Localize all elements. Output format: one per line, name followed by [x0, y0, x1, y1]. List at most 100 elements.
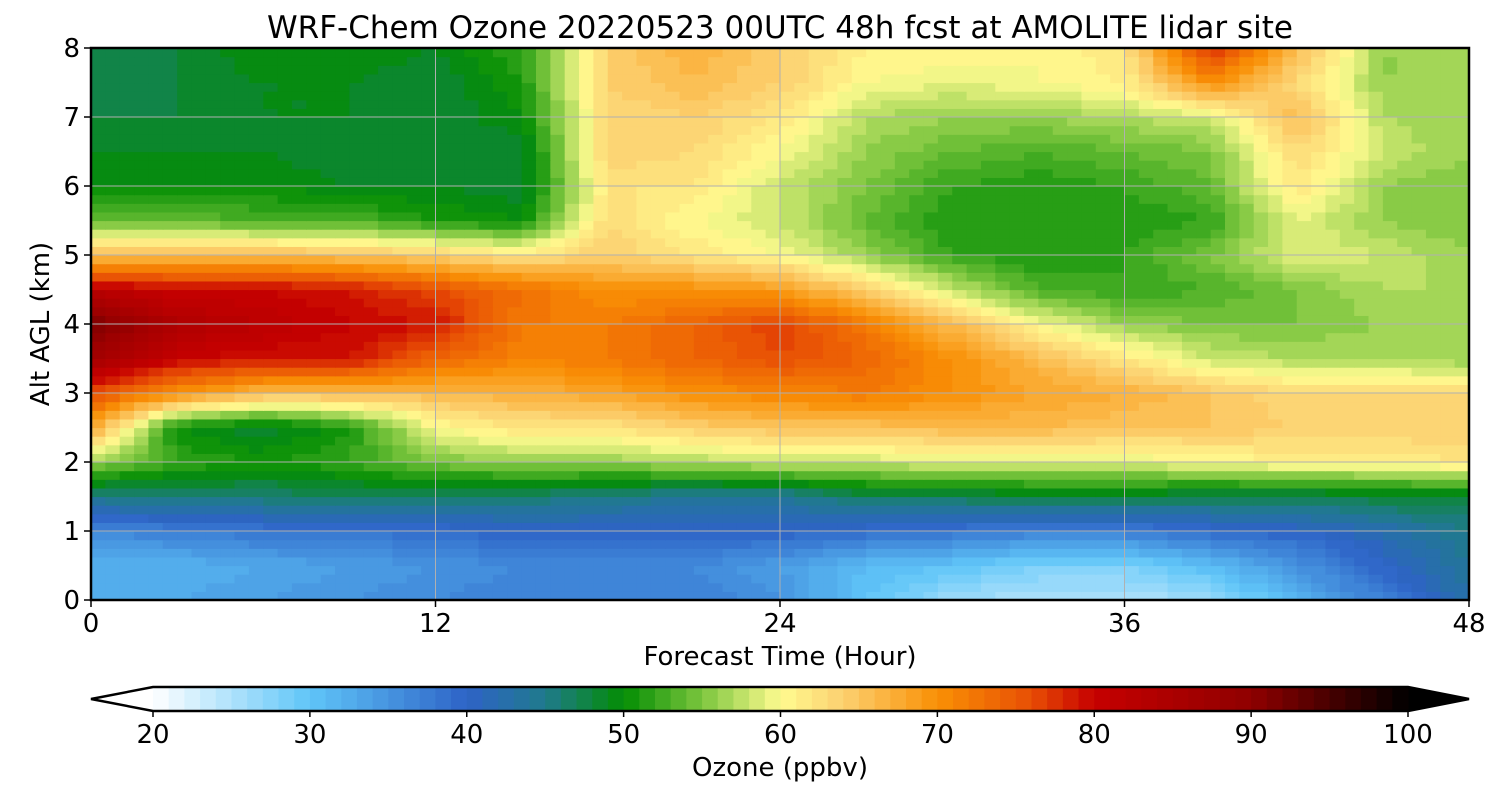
- heatmap-cell: [306, 263, 322, 273]
- heatmap-cell: [937, 487, 953, 498]
- heatmap-cell: [1339, 194, 1355, 204]
- heatmap-cell: [880, 324, 896, 334]
- heatmap-cell: [966, 194, 982, 204]
- heatmap-cell: [406, 306, 422, 316]
- heatmap-cell: [607, 539, 623, 549]
- heatmap-cell: [1124, 444, 1140, 454]
- heatmap-cell: [1296, 280, 1312, 291]
- heatmap-cell: [320, 341, 336, 351]
- heatmap-cell: [248, 505, 264, 515]
- heatmap-cell: [708, 582, 724, 592]
- heatmap-cell: [1268, 418, 1283, 429]
- heatmap-cell: [722, 306, 738, 316]
- heatmap-cell: [1210, 444, 1226, 454]
- heatmap-cell: [507, 168, 523, 178]
- heatmap-cell: [1311, 255, 1327, 265]
- heatmap-cell: [665, 393, 681, 403]
- heatmap-cell: [980, 341, 996, 351]
- heatmap-cell: [1253, 237, 1269, 247]
- heatmap-cell: [535, 401, 551, 411]
- heatmap-cell: [837, 522, 853, 532]
- heatmap-cell: [780, 358, 795, 368]
- heatmap-cell: [507, 358, 523, 368]
- heatmap-cell: [177, 479, 193, 489]
- heatmap-cell: [851, 168, 867, 178]
- heatmap-cell: [794, 211, 810, 222]
- heatmap-cell: [378, 591, 394, 600]
- heatmap-cell: [1110, 211, 1126, 222]
- heatmap-cell: [349, 505, 365, 515]
- heatmap-cell: [851, 315, 867, 325]
- heatmap-cell: [1425, 246, 1441, 256]
- heatmap-cell: [1095, 315, 1111, 325]
- heatmap-cell: [708, 375, 724, 385]
- heatmap-cell: [320, 229, 336, 239]
- heatmap-cell: [1038, 280, 1054, 291]
- heatmap-cell: [464, 384, 480, 394]
- heatmap-cell: [780, 263, 795, 273]
- heatmap-cell: [980, 358, 996, 368]
- heatmap-cell: [650, 194, 666, 204]
- heatmap-cell: [579, 470, 594, 480]
- heatmap-cell: [277, 289, 293, 299]
- heatmap-cell: [1095, 341, 1111, 351]
- heatmap-cell: [1282, 263, 1298, 273]
- heatmap-cell: [91, 531, 106, 541]
- heatmap-cell: [1397, 462, 1413, 472]
- heatmap-cell: [464, 246, 480, 256]
- heatmap-cell: [406, 160, 422, 170]
- heatmap-cell: [1253, 556, 1269, 567]
- heatmap-cell: [679, 211, 695, 222]
- heatmap-cell: [1224, 436, 1240, 446]
- heatmap-cell: [335, 220, 350, 230]
- heatmap-cell: [177, 211, 193, 222]
- heatmap-cell: [894, 462, 910, 472]
- heatmap-cell: [406, 289, 422, 299]
- heatmap-cell: [1196, 160, 1212, 170]
- heatmap-cell: [579, 332, 594, 342]
- heatmap-cell: [191, 211, 207, 222]
- heatmap-cell: [535, 453, 551, 463]
- heatmap-cell: [736, 306, 752, 316]
- heatmap-cell: [823, 358, 839, 368]
- heatmap-cell: [636, 341, 652, 351]
- heatmap-cell: [1268, 574, 1283, 584]
- heatmap-cell: [1081, 289, 1097, 299]
- heatmap-cell: [1268, 151, 1283, 161]
- heatmap-cell: [593, 410, 609, 420]
- heatmap-cell: [1425, 177, 1441, 187]
- heatmap-cell: [1354, 539, 1370, 549]
- heatmap-cell: [1196, 332, 1212, 342]
- heatmap-cell: [1253, 496, 1269, 506]
- heatmap-cell: [1067, 211, 1083, 222]
- heatmap-cell: [435, 272, 451, 282]
- heatmap-cell: [521, 582, 537, 592]
- heatmap-cell: [1311, 160, 1327, 170]
- heatmap-cell: [622, 384, 638, 394]
- heatmap-cell: [693, 168, 709, 178]
- heatmap-cell: [1411, 574, 1427, 584]
- heatmap-cell: [1052, 444, 1068, 454]
- heatmap-cell: [1038, 203, 1054, 213]
- heatmap-cell: [579, 177, 594, 187]
- heatmap-cell: [1095, 539, 1111, 549]
- heatmap-cell: [1268, 453, 1283, 463]
- heatmap-cell: [693, 341, 709, 351]
- heatmap-cell: [1382, 280, 1398, 291]
- heatmap-cell: [1095, 462, 1111, 472]
- heatmap-cell: [665, 255, 681, 265]
- heatmap-cell: [1224, 324, 1240, 334]
- heatmap-cell: [291, 410, 307, 420]
- heatmap-cell: [291, 160, 307, 170]
- heatmap-cell: [1253, 505, 1269, 515]
- heatmap-cell: [464, 453, 480, 463]
- heatmap-cell: [823, 384, 839, 394]
- heatmap-cell: [421, 582, 437, 592]
- heatmap-cell: [1253, 479, 1269, 489]
- heatmap-cell: [1124, 565, 1140, 575]
- heatmap-cell: [894, 556, 910, 567]
- heatmap-cell: [909, 496, 925, 506]
- heatmap-cell: [263, 237, 279, 247]
- heatmap-cell: [191, 220, 207, 230]
- heatmap-cell: [1368, 513, 1384, 523]
